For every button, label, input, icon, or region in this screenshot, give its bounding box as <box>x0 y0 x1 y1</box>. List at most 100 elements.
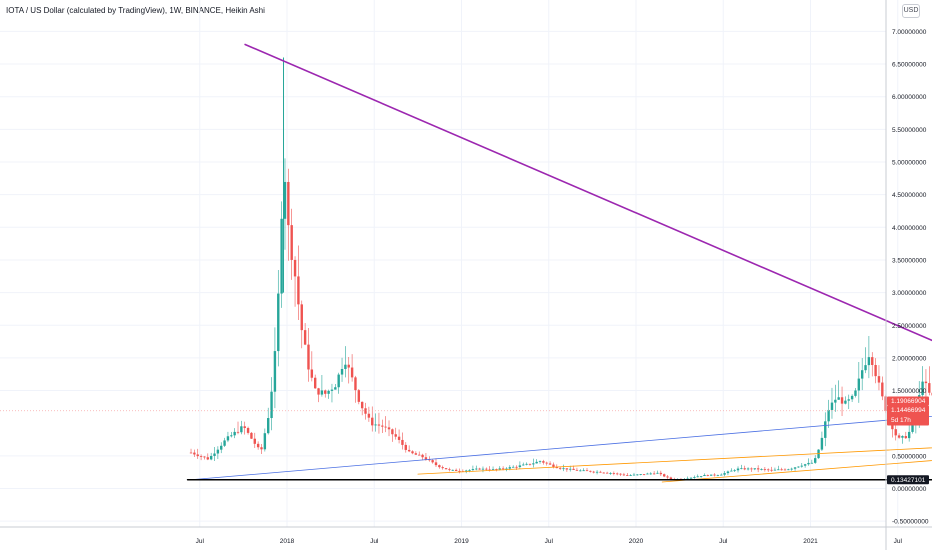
trendlines[interactable] <box>186 43 932 483</box>
candle-body <box>703 475 706 477</box>
candle-body <box>669 477 673 480</box>
candle-body <box>293 259 297 277</box>
candle-body <box>622 474 626 476</box>
x-tick-label: Jul <box>894 538 903 545</box>
candle-body <box>730 470 733 472</box>
price-label-text: 1.19066904 <box>891 398 926 405</box>
candle-body <box>360 401 364 409</box>
candle-body <box>881 382 884 397</box>
candle-body <box>454 469 458 471</box>
candle-body <box>595 471 599 473</box>
candle-body <box>579 470 582 472</box>
candle-body <box>569 468 572 470</box>
descending-resistance[interactable] <box>244 43 932 479</box>
candle-body <box>689 477 693 479</box>
candle-body <box>726 471 730 474</box>
candle-body <box>901 436 904 438</box>
candle-body <box>733 470 736 472</box>
candle-body <box>545 462 548 464</box>
y-tick-label: -0.50000000 <box>892 519 929 526</box>
candle-body <box>535 461 538 464</box>
candle-body <box>411 451 414 454</box>
candle-body <box>418 454 421 456</box>
orange-upper-channel[interactable] <box>417 425 932 475</box>
candle-body <box>850 395 854 400</box>
candle-body <box>572 468 575 470</box>
candle-body <box>830 402 834 410</box>
candle-body <box>438 465 441 468</box>
candle-body <box>307 344 310 370</box>
candle-body <box>223 440 226 446</box>
candle-body <box>401 439 404 445</box>
candle-body <box>840 397 844 404</box>
candle-body <box>310 369 314 378</box>
candle-body <box>589 470 592 472</box>
candle-body <box>743 468 746 470</box>
candle-body <box>280 218 283 294</box>
candle-body <box>787 469 790 471</box>
candle-body <box>384 426 387 428</box>
candle-body <box>807 462 810 465</box>
candle-body <box>790 468 793 470</box>
candle-body <box>327 390 330 394</box>
candle-body <box>894 429 897 436</box>
candle-body <box>303 330 307 345</box>
candle-body <box>387 427 391 430</box>
candle-body <box>844 400 847 404</box>
y-tick-label: 1.50000000 <box>892 388 927 395</box>
candle-body <box>857 378 861 391</box>
candle-body <box>756 468 760 470</box>
candle-body <box>236 431 240 433</box>
candle-body <box>203 456 206 458</box>
y-tick-label: 3.50000000 <box>892 257 927 264</box>
candle-body <box>760 469 763 470</box>
candle-body <box>287 181 290 226</box>
y-tick-label: 3.00000000 <box>892 290 927 297</box>
price-label-text: 1.14466994 <box>891 407 926 414</box>
candle-body <box>666 476 669 478</box>
candle-body <box>592 471 595 473</box>
candle-body <box>904 436 908 439</box>
candle-body <box>357 390 361 402</box>
orange-lower-channel[interactable] <box>661 425 932 483</box>
candle-body <box>585 470 589 472</box>
grid <box>0 0 899 527</box>
candle-body <box>834 399 837 403</box>
blue-trendline[interactable] <box>190 404 932 481</box>
candle-body <box>612 473 616 474</box>
candle-body <box>713 474 716 476</box>
candle-body <box>233 431 236 436</box>
candle-body <box>230 435 233 437</box>
candle-body <box>750 468 753 470</box>
candle-body <box>874 364 877 377</box>
candle-body <box>753 468 756 470</box>
candle-body <box>475 468 478 470</box>
candle-body <box>558 468 562 469</box>
candle-body <box>451 469 454 471</box>
candle-body <box>193 452 196 455</box>
candle-body <box>813 458 817 463</box>
candle-body <box>716 475 720 477</box>
candle-body <box>337 374 340 388</box>
candle-body <box>334 387 337 390</box>
candle-body <box>431 460 434 463</box>
x-tick-label: Jul <box>370 538 379 545</box>
candle-body <box>283 181 287 219</box>
candle-body <box>565 468 569 470</box>
candle-body <box>921 381 924 396</box>
candle-body <box>575 469 579 471</box>
candle-body <box>344 364 347 369</box>
candle-body <box>709 474 713 476</box>
y-tick-label: 6.50000000 <box>892 62 927 69</box>
candle-body <box>491 469 495 470</box>
candle-body <box>783 469 787 471</box>
candle-body <box>793 467 797 469</box>
x-tick-label: Jul <box>545 538 554 545</box>
candle-body <box>471 469 475 470</box>
candle-body <box>434 462 438 466</box>
candle-body <box>652 473 656 475</box>
x-tick-label: Jul <box>719 538 728 545</box>
currency-badge[interactable]: USD <box>902 4 920 18</box>
